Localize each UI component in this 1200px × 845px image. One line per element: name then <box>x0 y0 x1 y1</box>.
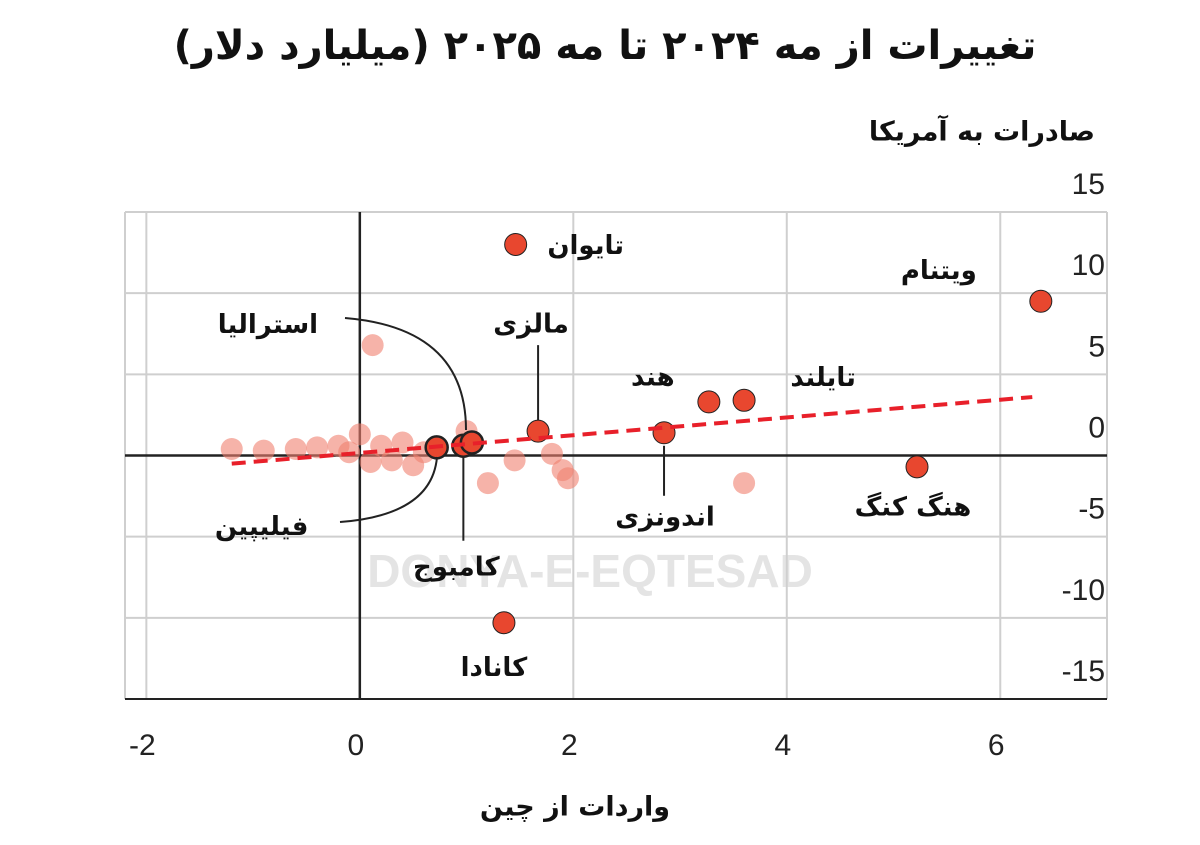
y-tick-label: 15 <box>1072 168 1105 201</box>
point-label: استرالیا <box>218 310 318 340</box>
point <box>1029 289 1053 313</box>
watermark: DONYA-E-EQTESAD <box>367 545 813 597</box>
point-label: هنگ کنگ <box>855 491 972 522</box>
x-tick-label: 0 <box>347 729 364 762</box>
point <box>697 390 721 414</box>
point <box>503 449 526 472</box>
point-label: هند <box>631 362 675 392</box>
y-tick-label: -10 <box>1062 574 1105 607</box>
point <box>284 438 307 461</box>
point <box>348 423 371 446</box>
x-tick-label: 2 <box>561 729 578 762</box>
x-tick-label: 6 <box>988 729 1005 762</box>
point <box>361 334 384 357</box>
point <box>504 232 528 256</box>
leader-arc <box>339 456 438 523</box>
y-tick-label: 0 <box>1088 411 1105 444</box>
y-tick-label: -15 <box>1062 655 1105 688</box>
x-tick-label: 4 <box>774 729 791 762</box>
point <box>359 450 382 473</box>
y-tick-label: 5 <box>1088 330 1105 363</box>
leader-arc <box>344 317 467 431</box>
point <box>551 459 574 482</box>
point <box>220 438 243 461</box>
x-axis-label: واردات از چین <box>480 792 670 823</box>
point <box>476 472 499 495</box>
point <box>380 449 403 472</box>
point-label: ویتنام <box>901 256 977 286</box>
point-label: تایلند <box>790 363 856 393</box>
y-tick-label: -5 <box>1078 493 1105 526</box>
point-label: تایوان <box>547 231 624 261</box>
point <box>733 472 756 495</box>
point <box>905 455 929 479</box>
point <box>540 442 563 465</box>
point <box>252 439 275 462</box>
y-axis-label: صادرات به آمریکا <box>869 115 1095 148</box>
y-tick-label: 10 <box>1072 249 1105 282</box>
point-label: مالزی <box>493 310 569 340</box>
point <box>306 436 329 459</box>
point-label: اندونزی <box>615 502 715 532</box>
x-tick-label: -2 <box>129 729 156 762</box>
point <box>732 388 756 412</box>
point-label: کامبوج <box>413 552 501 582</box>
point-label: کانادا <box>461 653 529 683</box>
point <box>492 611 516 635</box>
trend-line <box>231 395 1033 466</box>
point-label: فیلیپین <box>215 512 309 542</box>
chart-title: تغییرات از مه ۲۰۲۴ تا مه ۲۰۲۵ (میلیارد د… <box>174 23 1037 69</box>
